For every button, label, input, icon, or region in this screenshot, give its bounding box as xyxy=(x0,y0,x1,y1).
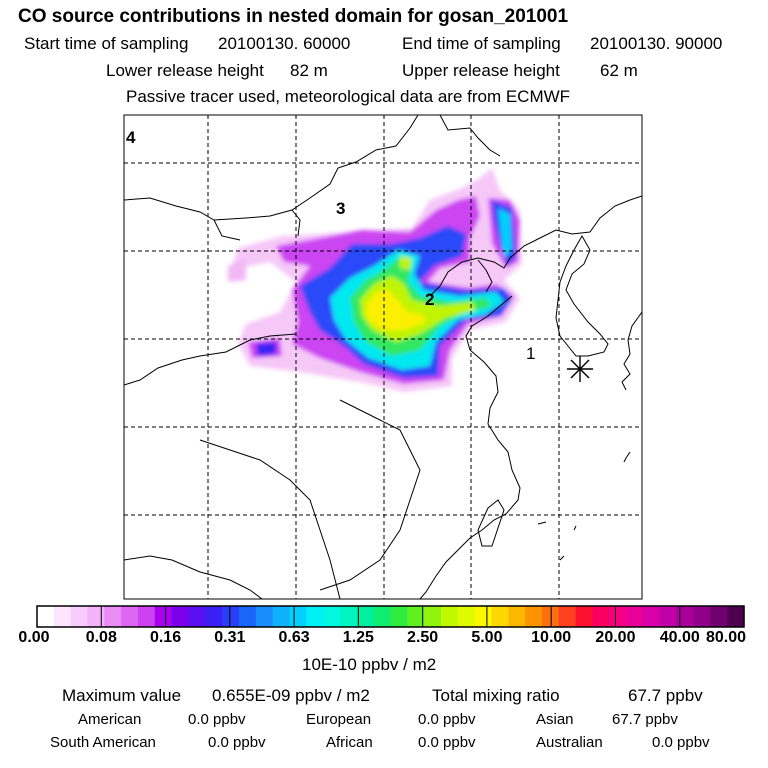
colorbar-tick-label: 10.00 xyxy=(531,629,572,646)
max-value-label: Maximum value xyxy=(62,686,182,705)
colorbar-tick-label: 80.00 xyxy=(705,629,747,646)
colorbar-tick-label: 0.63 xyxy=(278,629,310,646)
colorbar-swatch xyxy=(373,606,392,627)
region-name-south-american: South American xyxy=(50,734,156,751)
colorbar-swatch xyxy=(340,606,358,627)
coastlines xyxy=(124,115,642,599)
colorbar-tick-label: 0.00 xyxy=(18,629,50,646)
colorbar-tick-label: 0.16 xyxy=(149,629,182,646)
colorbar-swatch xyxy=(727,606,745,627)
region-name-american: American xyxy=(78,711,142,728)
upper-release-value: 62 m xyxy=(600,61,638,80)
colorbar-swatch xyxy=(525,606,543,627)
region-label-4: 4 xyxy=(126,128,136,147)
colorbar-swatch xyxy=(239,606,257,627)
region-name-african: African xyxy=(326,734,373,751)
colorbar-swatch xyxy=(575,606,594,627)
colorbar-swatch xyxy=(255,606,274,627)
start-time-label: Start time of sampling xyxy=(24,34,189,53)
colorbar-swatch xyxy=(508,606,526,627)
colorbar-tick-label: 2.50 xyxy=(407,629,439,646)
colorbar-swatch xyxy=(87,606,105,627)
colorbar-swatch xyxy=(37,606,55,627)
colorbar-tick-label: 40.00 xyxy=(659,629,700,646)
colorbar-swatch xyxy=(121,606,139,627)
colorbar-swatch xyxy=(424,606,442,627)
region-value-european: 0.0 ppbv xyxy=(418,711,476,728)
colorbar-swatch xyxy=(188,606,206,627)
region-value-australian: 0.0 ppbv xyxy=(652,734,710,751)
tracer-note: Passive tracer used, meteorological data… xyxy=(126,87,571,106)
colorbar-tick-label: 1.25 xyxy=(342,629,374,646)
colorbar-swatch xyxy=(222,606,240,627)
colorbar-swatch xyxy=(626,606,644,627)
colorbar-unit: 10E-10 ppbv / m2 xyxy=(302,655,437,674)
colorbar-swatch xyxy=(323,606,341,627)
region-value-asian: 67.7 ppbv xyxy=(612,711,678,728)
colorbar-swatch xyxy=(53,606,72,627)
end-time-value: 20100130. 90000 xyxy=(590,34,723,53)
region-value-south-american: 0.0 ppbv xyxy=(208,734,266,751)
plume-layer xyxy=(228,168,522,392)
plume-core xyxy=(366,290,426,330)
colorbar-swatch xyxy=(693,606,711,627)
start-time-value: 20100130. 60000 xyxy=(218,34,351,53)
colorbar-swatch xyxy=(676,606,695,627)
colorbar-swatch xyxy=(289,606,307,627)
page-title: CO source contributions in nested domain… xyxy=(18,6,569,27)
colorbar-swatch xyxy=(659,606,678,627)
max-value: 0.655E-09 ppbv / m2 xyxy=(212,686,370,705)
colorbar-swatch xyxy=(356,606,375,627)
colorbar-swatch xyxy=(138,606,156,627)
colorbar-swatch xyxy=(70,606,89,627)
star-icon xyxy=(567,356,593,382)
colorbar-swatch xyxy=(710,606,728,627)
colorbar-swatch xyxy=(491,606,509,627)
colorbar-tick-label: 0.31 xyxy=(214,629,246,646)
colorbar-swatch xyxy=(205,606,223,627)
region-name-european: European xyxy=(306,711,372,728)
colorbar-swatch xyxy=(104,606,122,627)
end-time-label: End time of sampling xyxy=(402,34,561,53)
total-mixing-label: Total mixing ratio xyxy=(432,686,560,705)
total-mixing-value: 67.7 ppbv xyxy=(628,686,703,705)
colorbar-swatch xyxy=(592,606,610,627)
colorbar-tick-label: 20.00 xyxy=(595,629,636,646)
colorbar-swatch xyxy=(306,606,324,627)
colorbar xyxy=(36,605,745,628)
colorbar-tick-label: 0.08 xyxy=(85,629,117,646)
graticule xyxy=(124,115,642,599)
colorbar-swatch xyxy=(390,606,408,627)
colorbar-swatch xyxy=(474,606,493,627)
lower-release-value: 82 m xyxy=(290,61,328,80)
upper-release-label: Upper release height xyxy=(402,61,560,80)
region-label-2: 2 xyxy=(425,290,434,309)
map-frame xyxy=(123,114,643,600)
colorbar-swatch xyxy=(154,606,173,627)
region-label-3: 3 xyxy=(336,199,345,218)
colorbar-swatch xyxy=(558,606,577,627)
region-name-australian: Australian xyxy=(536,734,603,751)
colorbar-frame xyxy=(36,605,745,628)
colorbar-swatch xyxy=(407,606,425,627)
colorbar-swatch xyxy=(171,606,190,627)
colorbar-swatch xyxy=(643,606,661,627)
region-value-african: 0.0 ppbv xyxy=(418,734,476,751)
region-value-american: 0.0 ppbv xyxy=(188,711,246,728)
colorbar-swatch xyxy=(441,606,459,627)
colorbar-tick-label: 5.00 xyxy=(471,629,503,646)
region-label-1: 1 xyxy=(526,344,535,363)
colorbar-swatch xyxy=(272,606,291,627)
colorbar-swatch xyxy=(457,606,476,627)
lower-release-label: Lower release height xyxy=(106,61,264,80)
region-name-asian: Asian xyxy=(536,711,574,728)
colorbar-swatch xyxy=(609,606,627,627)
